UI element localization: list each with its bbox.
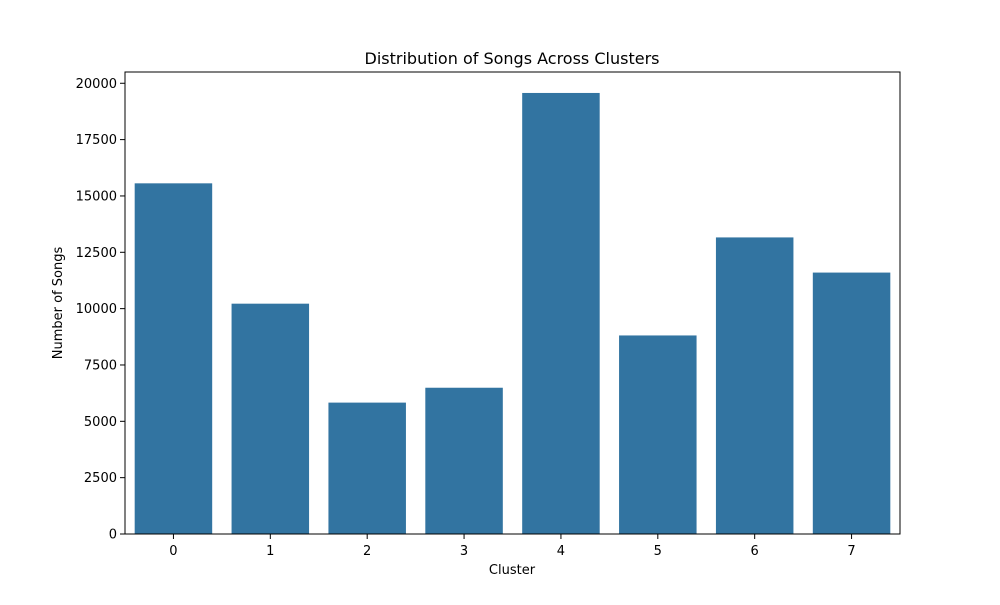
y-tick-label: 10000 [76,302,117,317]
x-tick-label: 2 [363,544,371,559]
chart-title: Distribution of Songs Across Clusters [365,49,660,68]
x-axis-label: Cluster [489,563,536,578]
bar-cluster-2 [328,402,406,534]
y-tick-label: 5000 [84,415,117,430]
x-tick-label: 5 [654,544,662,559]
x-tick-label: 3 [460,544,468,559]
bar-cluster-0 [134,183,213,534]
y-axis-ticks: 0 2500 5000 7500 10000 12500 15000 17500 20000 [76,77,125,543]
y-tick-label: 7500 [84,358,117,373]
bar-cluster-5 [619,335,697,534]
x-axis-ticks: 0 1 2 3 4 5 6 7 [169,534,856,559]
bar-cluster-4 [522,92,600,535]
x-tick-label: 1 [266,544,274,559]
bar-cluster-3 [425,387,503,534]
y-tick-label: 12500 [76,246,117,261]
y-tick-label: 15000 [76,189,117,204]
y-tick-label: 2500 [84,471,117,486]
x-tick-label: 7 [847,544,855,559]
y-tick-label: 20000 [76,77,117,92]
x-tick-label: 0 [169,544,177,559]
x-tick-label: 6 [751,544,759,559]
bar-cluster-7 [812,272,891,534]
y-tick-label: 0 [109,528,117,543]
bars-layer [134,92,891,535]
y-axis-label: Number of Songs [51,247,66,360]
plot-area-frame [124,71,901,535]
bar-cluster-1 [231,303,310,534]
bar-cluster-6 [715,237,794,535]
y-tick-label: 17500 [76,133,117,148]
x-tick-label: 4 [557,544,565,559]
